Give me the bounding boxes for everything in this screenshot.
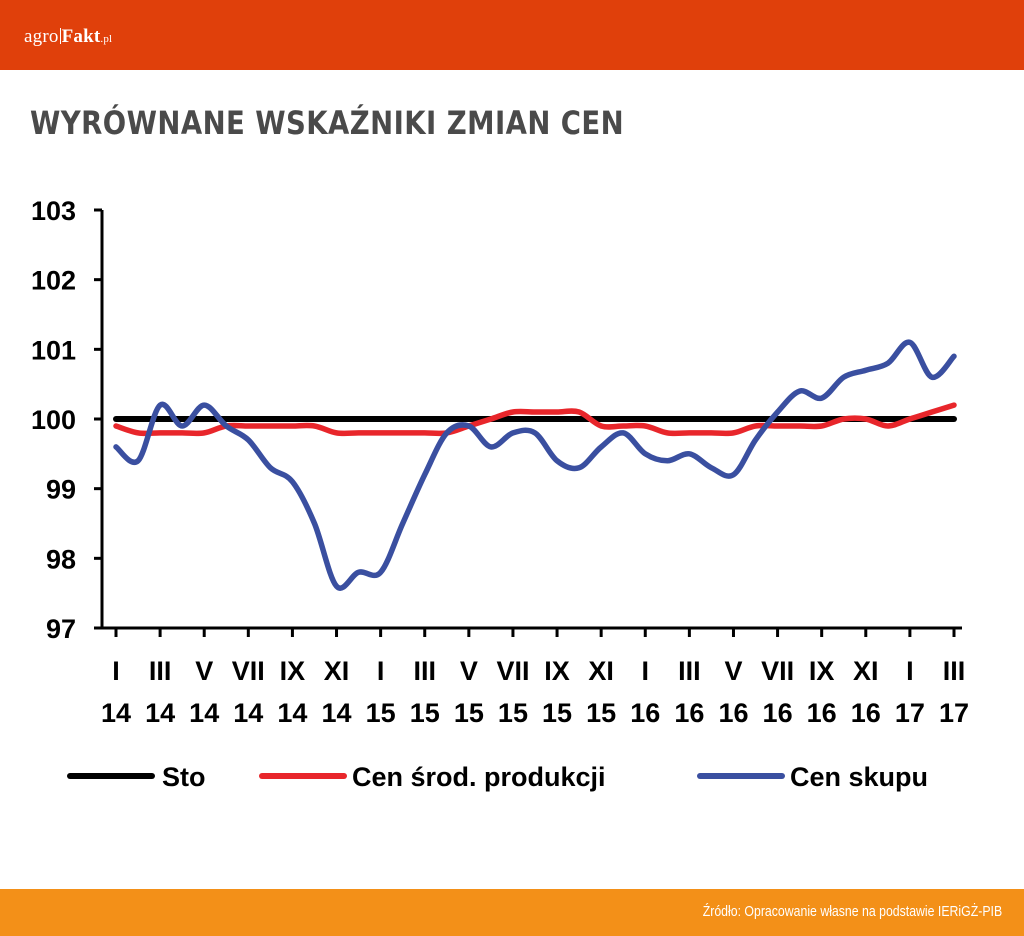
y-tick-label: 100 xyxy=(31,405,76,435)
y-tick-label: 99 xyxy=(46,475,76,505)
legend-label: Cen skupu xyxy=(790,762,928,792)
y-tick-label: 101 xyxy=(31,335,76,365)
y-tick-label: 98 xyxy=(46,544,76,574)
x-tick-label-year: 16 xyxy=(630,698,660,728)
series-line-cen-srod-produkcji xyxy=(113,402,957,437)
footer-bar: Źródło: Opracowanie własne na podstawie … xyxy=(0,889,1024,936)
brand-part-domain: .pl xyxy=(100,33,113,45)
x-tick-label-year: 14 xyxy=(233,698,263,728)
page-title: WYRÓWNANE WSKAŹNIKI ZMIAN CEN xyxy=(30,104,625,142)
x-axis-ticks: I14III14V14VII14IX14XI14I15III15V15VII15… xyxy=(101,628,969,728)
x-tick-label-month: VII xyxy=(232,656,265,686)
x-tick-label-month: IX xyxy=(280,656,306,686)
x-tick-label-month: XI xyxy=(853,656,879,686)
legend-label: Cen środ. produkcji xyxy=(352,762,606,792)
chart-legend: Sto Cen środ. produkcji Cen skupu xyxy=(67,762,928,792)
brand-separator xyxy=(59,28,61,44)
x-tick-label-year: 14 xyxy=(189,698,219,728)
x-tick-label-year: 16 xyxy=(718,698,748,728)
x-tick-label-month: III xyxy=(149,656,172,686)
x-tick-label-month: V xyxy=(724,656,742,686)
x-tick-label-month: I xyxy=(377,656,385,686)
x-tick-label-month: III xyxy=(413,656,436,686)
x-tick-label-month: XI xyxy=(324,656,350,686)
x-tick-label-year: 16 xyxy=(763,698,793,728)
y-tick-label: 97 xyxy=(46,614,76,644)
x-tick-label-year: 16 xyxy=(674,698,704,728)
x-tick-label-month: I xyxy=(112,656,120,686)
brand-part-agro: agro xyxy=(24,26,59,47)
x-tick-label-month: XI xyxy=(588,656,614,686)
x-tick-label-year: 17 xyxy=(939,698,969,728)
x-tick-label-month: V xyxy=(195,656,213,686)
x-tick-label-month: III xyxy=(678,656,701,686)
x-tick-label-year: 17 xyxy=(895,698,925,728)
chart-axes: 97 98 99 100 101 102 103 xyxy=(31,196,962,644)
legend-item: Cen środ. produkcji xyxy=(259,762,606,792)
x-tick-label-year: 14 xyxy=(145,698,175,728)
x-tick-label-month: IX xyxy=(544,656,570,686)
x-tick-label-month: V xyxy=(460,656,478,686)
x-tick-label-year: 16 xyxy=(807,698,837,728)
x-tick-label-year: 15 xyxy=(410,698,440,728)
source-note: Źródło: Opracowanie własne na podstawie … xyxy=(702,903,1002,920)
header-bar: agro Fakt.pl xyxy=(0,0,1024,70)
x-tick-label-year: 15 xyxy=(454,698,484,728)
x-tick-label-year: 14 xyxy=(322,698,352,728)
x-tick-label-year: 15 xyxy=(366,698,396,728)
x-tick-label-year: 16 xyxy=(851,698,881,728)
x-tick-label-month: III xyxy=(943,656,966,686)
brand-logo[interactable]: agro Fakt.pl xyxy=(24,26,112,48)
series-line-cen-skupu xyxy=(113,339,957,591)
legend-item: Sto xyxy=(67,762,206,792)
chart-series xyxy=(113,339,957,591)
brand-part-fakt: Fakt xyxy=(61,26,101,47)
legend-item: Cen skupu xyxy=(697,762,928,792)
x-tick-label-year: 14 xyxy=(277,698,307,728)
x-tick-label-year: 15 xyxy=(586,698,616,728)
x-tick-label-month: VII xyxy=(761,656,794,686)
y-tick-label: 102 xyxy=(31,266,76,296)
x-tick-label-year: 14 xyxy=(101,698,131,728)
x-tick-label-month: I xyxy=(906,656,914,686)
x-tick-label-month: VII xyxy=(496,656,529,686)
x-tick-label-month: IX xyxy=(809,656,835,686)
y-tick-label: 103 xyxy=(31,196,76,226)
legend-label: Sto xyxy=(162,762,206,792)
x-tick-label-year: 15 xyxy=(542,698,572,728)
x-tick-label-year: 15 xyxy=(498,698,528,728)
x-tick-label-month: I xyxy=(642,656,650,686)
